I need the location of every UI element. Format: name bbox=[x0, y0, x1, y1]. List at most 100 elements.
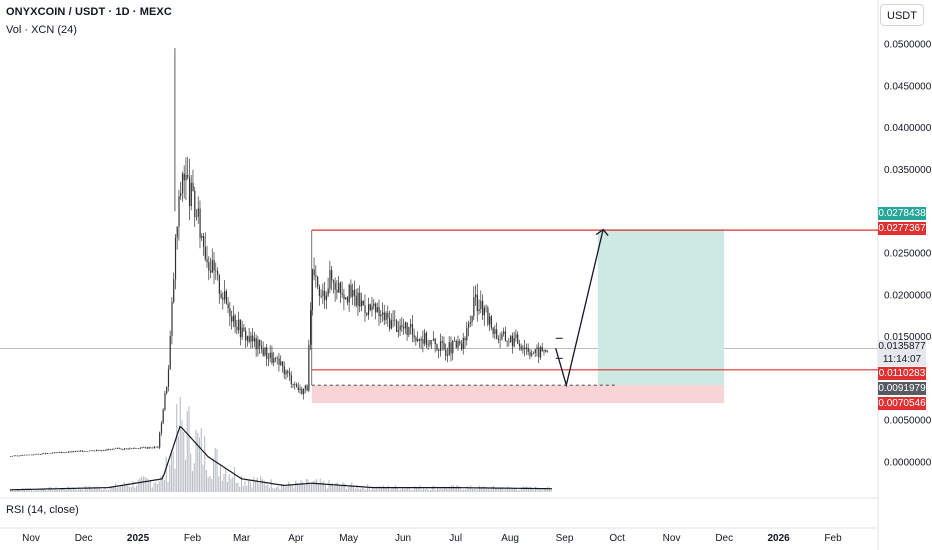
candle-body bbox=[527, 347, 529, 352]
volume-bar bbox=[11, 489, 13, 492]
candle-body bbox=[353, 289, 356, 296]
y-tick-label: 0.0150000 bbox=[884, 332, 932, 343]
volume-bar bbox=[485, 489, 488, 492]
volume-bar bbox=[207, 477, 209, 492]
candle-body bbox=[266, 347, 268, 359]
candle-body bbox=[531, 353, 533, 356]
candle-body bbox=[20, 455, 22, 456]
candle-body bbox=[210, 270, 212, 273]
volume-bar bbox=[391, 488, 393, 492]
candle-body bbox=[525, 347, 528, 350]
volume-bar bbox=[440, 488, 442, 492]
volume-bar bbox=[149, 480, 152, 492]
candle-body bbox=[132, 448, 134, 449]
y-tick-label: 0.0200000 bbox=[884, 290, 932, 301]
candle-body bbox=[211, 260, 213, 273]
volume-bar bbox=[317, 483, 320, 492]
volume-bar bbox=[340, 485, 342, 492]
volume-bar bbox=[237, 482, 239, 492]
volume-bar bbox=[249, 481, 251, 492]
volume-bar bbox=[86, 489, 89, 492]
volume-bar bbox=[296, 482, 299, 492]
x-tick-label: May bbox=[339, 533, 358, 544]
candle-body bbox=[74, 451, 77, 452]
volume-bar bbox=[496, 488, 498, 492]
volume-bar bbox=[256, 477, 258, 492]
candle-body bbox=[229, 308, 231, 317]
volume-bar bbox=[183, 431, 185, 492]
projection-path bbox=[555, 229, 604, 388]
x-tick-label: Apr bbox=[288, 533, 304, 544]
currency-button[interactable]: USDT bbox=[880, 4, 924, 26]
volume-bar bbox=[53, 489, 55, 492]
volume-bar bbox=[116, 487, 118, 492]
volume-bar bbox=[225, 468, 227, 492]
volume-bar bbox=[272, 488, 274, 492]
volume-bar bbox=[428, 490, 430, 492]
candle-body bbox=[397, 330, 399, 332]
volume-bar bbox=[60, 488, 62, 492]
volume-bar bbox=[499, 487, 502, 492]
candle-body bbox=[181, 173, 184, 193]
candle-body bbox=[529, 351, 531, 356]
volume-bar bbox=[228, 474, 230, 492]
candle-body bbox=[331, 269, 333, 281]
candle-body bbox=[252, 335, 254, 342]
candle-body bbox=[76, 451, 78, 452]
candle-body bbox=[339, 282, 342, 294]
volume-bar bbox=[541, 490, 544, 492]
candle-body bbox=[36, 453, 38, 455]
candle-body bbox=[413, 334, 415, 338]
volume-bar bbox=[284, 486, 286, 492]
y-tick-label: 0.0350000 bbox=[884, 165, 932, 176]
volume-bar bbox=[281, 484, 283, 492]
candle-body bbox=[38, 453, 40, 455]
volume-bar bbox=[363, 488, 365, 492]
volume-bar bbox=[347, 486, 349, 492]
candle-body bbox=[222, 297, 224, 300]
candle-body bbox=[197, 208, 199, 217]
candle-body bbox=[392, 319, 394, 321]
candle-body bbox=[308, 344, 310, 391]
candle-body bbox=[152, 447, 154, 449]
candle-body bbox=[131, 448, 133, 449]
volume-bar bbox=[200, 428, 202, 492]
candle-body bbox=[401, 325, 403, 328]
volume-bar bbox=[155, 482, 157, 492]
volume-bar bbox=[377, 489, 379, 492]
volume-bar bbox=[251, 487, 253, 492]
rsi-label: RSI (14, close) bbox=[6, 504, 79, 516]
volume-bar bbox=[412, 490, 414, 492]
volume-bar bbox=[132, 481, 134, 492]
volume-bar bbox=[447, 489, 449, 492]
candle-body bbox=[462, 337, 464, 350]
candle-body bbox=[306, 385, 308, 391]
volume-bar bbox=[342, 482, 344, 492]
candle-body bbox=[466, 327, 468, 341]
y-tick-label: 0.0250000 bbox=[884, 249, 932, 260]
candle-body bbox=[269, 352, 271, 358]
candle-body bbox=[406, 322, 408, 335]
candle-body bbox=[218, 274, 220, 294]
volume-bar bbox=[323, 480, 325, 492]
volume-bar bbox=[526, 486, 528, 492]
candle-body bbox=[167, 369, 170, 387]
candle-body bbox=[120, 448, 122, 450]
volume-bar bbox=[130, 486, 132, 492]
candle-body bbox=[115, 448, 117, 450]
symbol-title[interactable]: ONYXCOIN / USDT · 1D · MEXC bbox=[6, 6, 172, 18]
volume-bar bbox=[373, 489, 376, 492]
volume-bar bbox=[275, 487, 278, 492]
candle-body bbox=[55, 452, 57, 454]
candle-body bbox=[129, 448, 131, 450]
volume-bar bbox=[214, 448, 216, 492]
x-tick-label: Feb bbox=[824, 533, 842, 544]
candle-body bbox=[31, 454, 33, 456]
candle-body bbox=[250, 335, 252, 342]
candle-body bbox=[522, 347, 524, 350]
volume-bar bbox=[394, 485, 397, 492]
candle-body bbox=[459, 341, 461, 344]
volume-bar bbox=[39, 490, 41, 492]
volume-bar bbox=[331, 483, 334, 492]
